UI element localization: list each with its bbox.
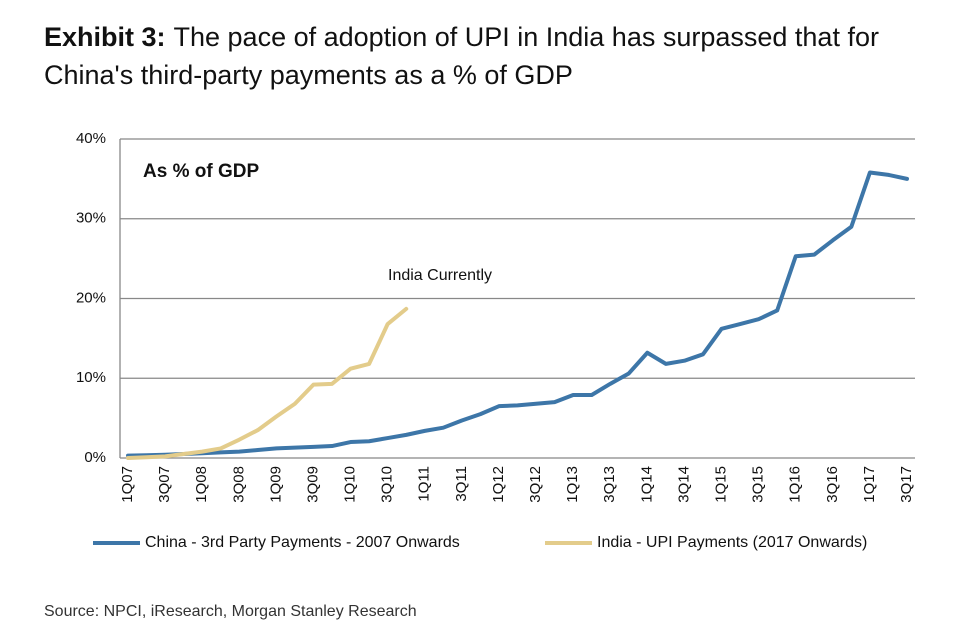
x-tick-label: 3Q07 — [156, 466, 173, 503]
x-tick-label: 3Q08 — [230, 466, 247, 503]
y-tick-label: 0% — [84, 449, 106, 466]
legend-label: China - 3rd Party Payments - 2007 Onward… — [145, 534, 460, 551]
x-tick-label: 1Q14 — [638, 466, 655, 503]
series-line — [126, 306, 409, 460]
annotation: India Currently — [388, 267, 492, 284]
x-tick-label: 1Q15 — [712, 466, 729, 503]
x-tick-label: 1Q07 — [119, 466, 136, 503]
title-label: Exhibit 3: — [44, 22, 166, 52]
x-tick-label: 1Q10 — [342, 466, 359, 503]
x-tick-label: 1Q08 — [193, 466, 210, 503]
x-tick-label: 1Q13 — [564, 466, 581, 503]
x-tick-label: 3Q15 — [750, 466, 767, 503]
x-tick-label: 3Q14 — [675, 466, 692, 503]
x-tick-label: 1Q17 — [861, 466, 878, 503]
x-tick-label: 3Q13 — [601, 466, 618, 503]
source: Source: NPCI, iResearch, Morgan Stanley … — [44, 603, 417, 620]
series-line — [126, 170, 909, 458]
x-tick-label: 1Q11 — [416, 466, 433, 502]
x-tick-label: 3Q16 — [824, 466, 841, 503]
y-tick-label: 30% — [76, 210, 106, 227]
x-tick-label: 1Q16 — [787, 466, 804, 503]
x-tick-label: 3Q11 — [453, 466, 470, 502]
x-tick-label: 3Q12 — [527, 466, 544, 503]
x-tick-label: 3Q10 — [379, 466, 396, 503]
x-tick-label: 3Q09 — [304, 466, 321, 503]
y-tick-label: 20% — [76, 289, 106, 306]
title-text: The pace of adoption of UPI in India has… — [44, 22, 879, 90]
y-tick-label: 10% — [76, 369, 106, 386]
y-tick-label: 40% — [76, 130, 106, 147]
x-tick-label: 3Q17 — [898, 466, 915, 503]
x-tick-label: 1Q12 — [490, 466, 507, 503]
legend-label: India - UPI Payments (2017 Onwards) — [597, 534, 867, 551]
x-tick-label: 1Q09 — [267, 466, 284, 503]
subtitle: As % of GDP — [143, 161, 259, 182]
chart-title: Exhibit 3: The pace of adoption of UPI in… — [44, 18, 944, 94]
